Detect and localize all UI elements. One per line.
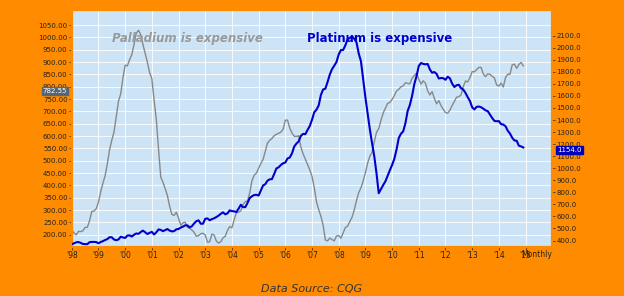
Text: 782.55: 782.55: [42, 88, 67, 94]
Text: 1154.0: 1154.0: [557, 147, 582, 153]
Text: Data Source: CQG: Data Source: CQG: [261, 284, 363, 294]
Text: Platinum is expensive: Platinum is expensive: [306, 33, 452, 45]
Text: Monthly: Monthly: [522, 250, 552, 258]
Text: Palladium is expensive: Palladium is expensive: [112, 33, 263, 45]
